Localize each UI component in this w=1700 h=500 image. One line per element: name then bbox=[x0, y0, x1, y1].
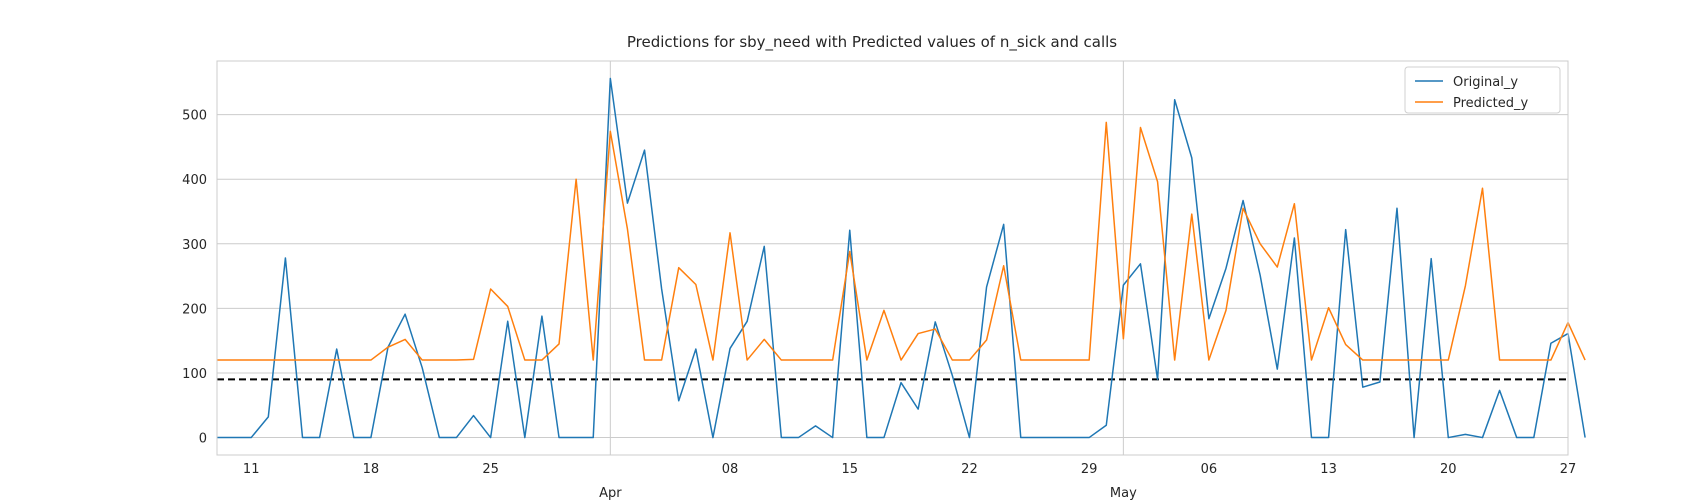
legend-box bbox=[1404, 66, 1561, 114]
axis-ticks: 0 100 200 300 400 500 Apr May 11 18 25 08 15 22 29 06 13… bbox=[182, 109, 1576, 500]
y-tick-label: 200 bbox=[182, 302, 207, 317]
grid-lines bbox=[217, 61, 1568, 455]
x-tick-label: 29 bbox=[1081, 462, 1098, 477]
x-tick-label: 06 bbox=[1201, 462, 1218, 477]
plot-border bbox=[216, 60, 1569, 456]
x-tick-label: 22 bbox=[961, 462, 978, 477]
series-layer bbox=[217, 77, 1586, 439]
x-tick-label: 18 bbox=[363, 462, 380, 477]
x-tick-label: 27 bbox=[1560, 462, 1577, 477]
x-tick-label: 20 bbox=[1440, 462, 1457, 477]
x-month-label: Apr bbox=[599, 486, 622, 500]
y-tick-label: 100 bbox=[182, 367, 207, 382]
series-line-original-y bbox=[217, 77, 1586, 439]
chart-title: Predictions for sby_need with Predicted … bbox=[627, 33, 1117, 52]
x-tick-label: 15 bbox=[841, 462, 858, 477]
x-tick-label: 13 bbox=[1320, 462, 1337, 477]
x-tick-label: 08 bbox=[722, 462, 739, 477]
legend-label: Original_y bbox=[1453, 75, 1518, 90]
y-tick-label: 0 bbox=[199, 432, 207, 447]
x-tick-label: 25 bbox=[482, 462, 499, 477]
series-line-predicted-y bbox=[217, 121, 1586, 361]
legend-label: Predicted_y bbox=[1453, 96, 1529, 111]
y-tick-label: 400 bbox=[182, 173, 207, 188]
x-month-label: May bbox=[1110, 486, 1137, 500]
plot-area bbox=[217, 61, 1568, 455]
legend: Original_y Predicted_y bbox=[1404, 66, 1561, 114]
x-tick-label: 11 bbox=[243, 462, 260, 477]
y-tick-label: 500 bbox=[182, 109, 207, 124]
y-tick-label: 300 bbox=[182, 238, 207, 253]
